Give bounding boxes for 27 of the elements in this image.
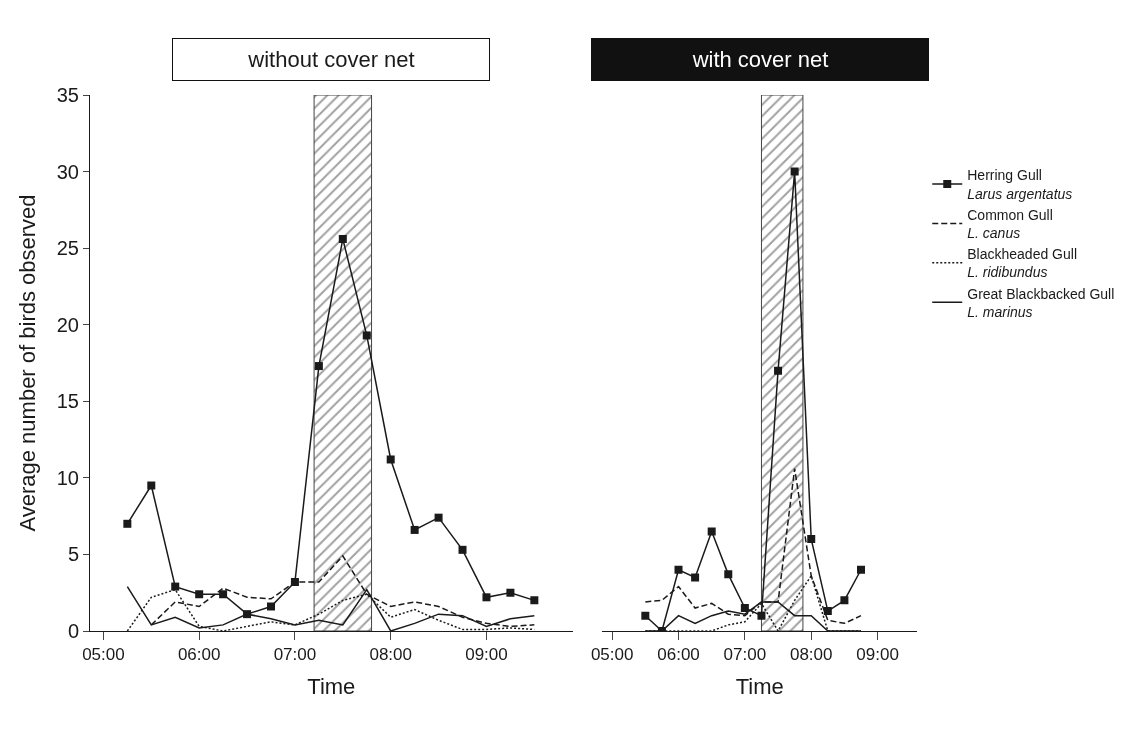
x-tick-label: 08:00 [369, 645, 412, 665]
y-tick-label: 5 [67, 543, 79, 566]
legend-label: Common Gull L. canus [967, 206, 1053, 241]
x-tick-label: 09:00 [856, 645, 899, 665]
x-tick-label: 07:00 [273, 645, 317, 665]
y-tick-label: 30 [56, 160, 79, 183]
y-tick-label: 0 [67, 620, 79, 642]
y-tick-label: 10 [56, 466, 79, 489]
legend-label: Great Blackbacked Gull L. marinus [967, 285, 1115, 320]
chart-title: without cover net [247, 47, 415, 72]
x-tick-label: 05:00 [82, 645, 125, 665]
x-tick-label: 09:00 [465, 645, 508, 665]
x-axis-title: Time [307, 674, 356, 700]
x-tick-label: 06:00 [177, 645, 221, 665]
x-tick-label: 07:00 [723, 645, 767, 665]
legend-label: Herring Gull Larus argentatus [967, 167, 1073, 202]
y-tick-label: 20 [56, 313, 79, 336]
y-tick-label: 15 [56, 390, 79, 413]
y-axis-title: Average number of birds observed [14, 194, 40, 532]
x-tick-label: 06:00 [657, 645, 700, 665]
x-tick-label: 08:00 [789, 645, 833, 665]
legend-label: Blackheaded Gull L. ridibundus [967, 246, 1077, 281]
y-tick-label: 25 [56, 237, 79, 260]
chart-title: with cover net [691, 47, 829, 72]
x-axis-title: Time [735, 674, 784, 700]
x-tick-label: 05:00 [590, 645, 634, 665]
y-tick-label: 35 [56, 84, 79, 106]
